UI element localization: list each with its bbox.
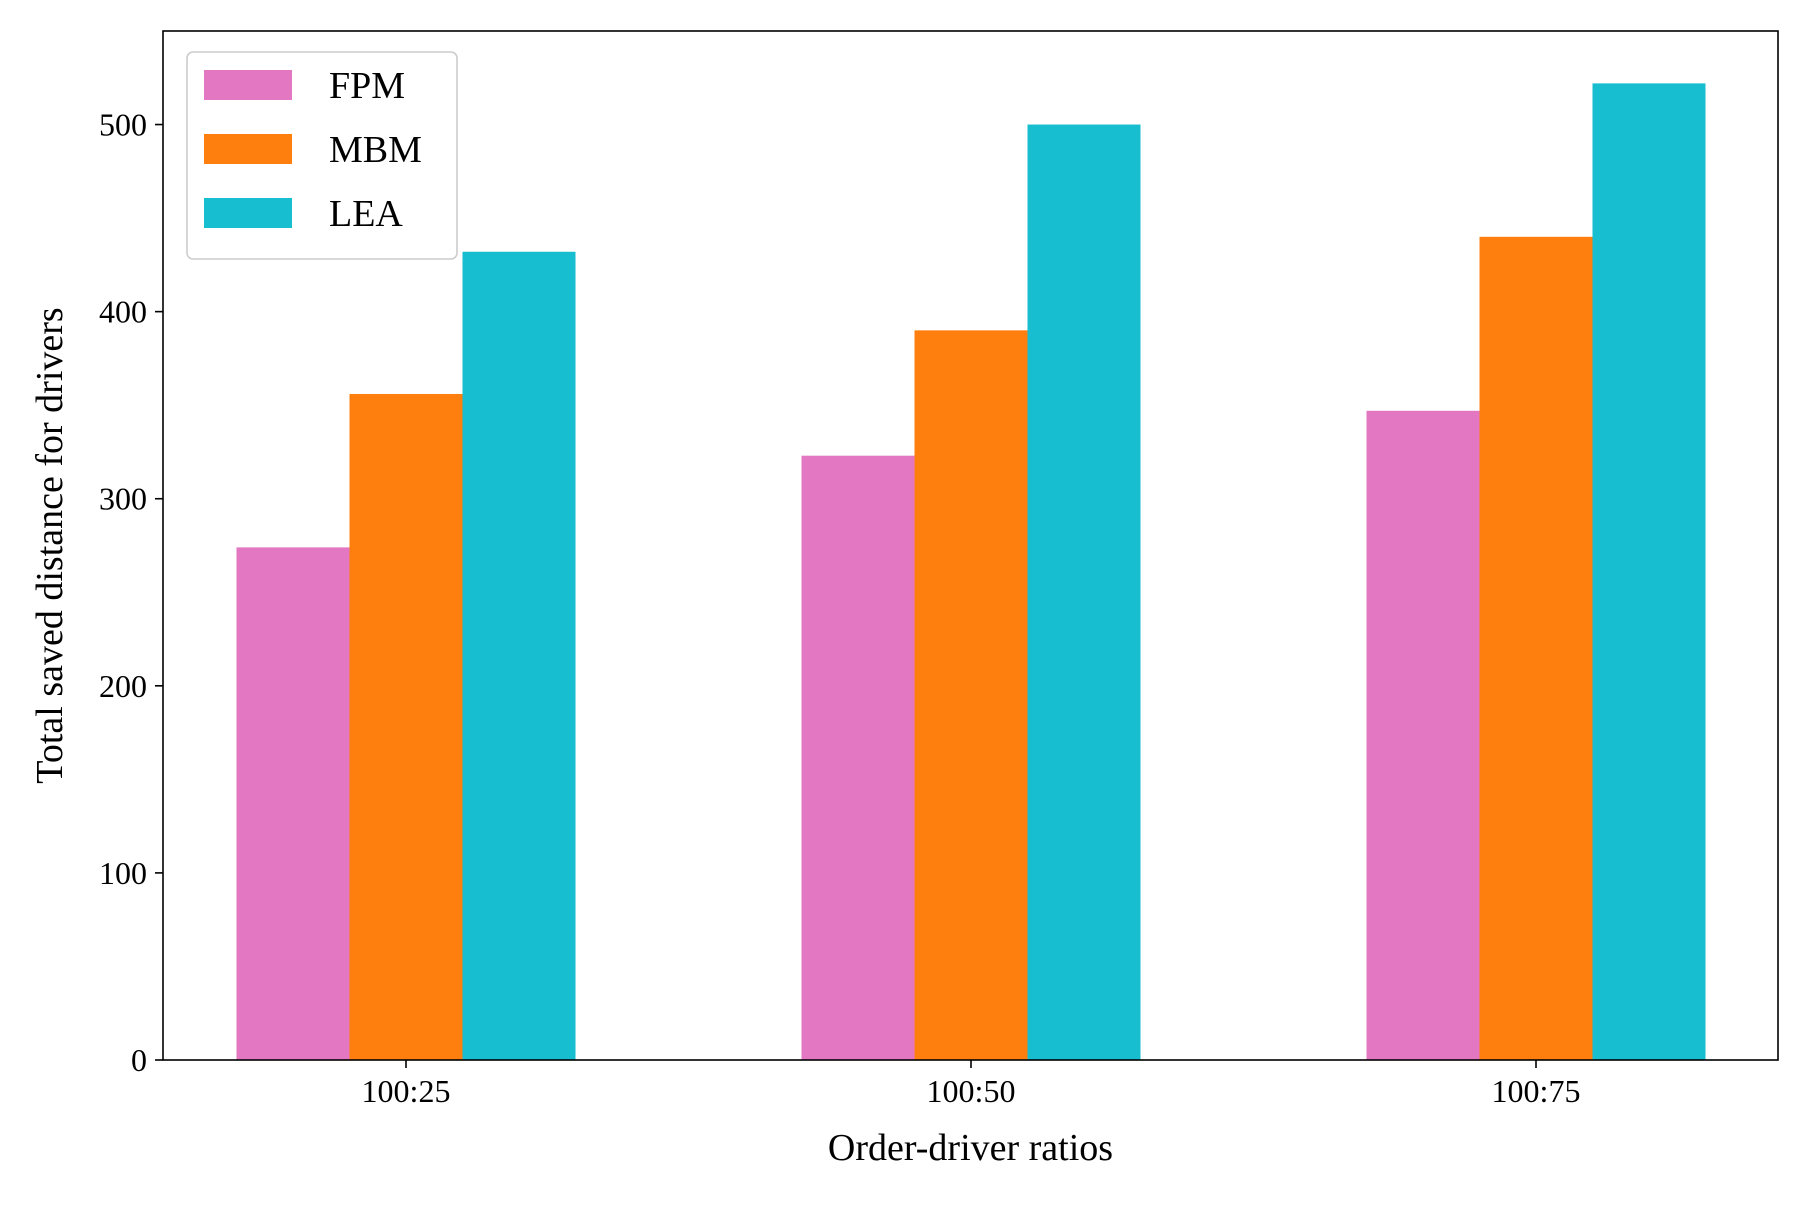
bar-mbm-100-75 [1479,236,1593,1061]
y-tick-label: 400 [99,294,147,330]
x-axis-title: Order-driver ratios [828,1127,1113,1169]
y-tick-label: 200 [99,668,147,704]
legend-label-mbm: MBM [329,129,422,171]
y-axis-title: Total saved distance for drivers [29,307,71,783]
legend: FPM MBM LEA [186,51,458,260]
axes-layer: 0 100 200 300 400 500 100:25 100:50 100:75 [99,30,1779,1109]
bar-lea-100-75 [1592,83,1706,1061]
legend-label-lea: LEA [329,193,403,235]
bars-layer [236,83,1706,1061]
y-tick-label: 300 [99,481,147,517]
y-tick-label: 0 [131,1042,147,1078]
legend-label-fpm: FPM [329,65,405,107]
y-tick-label: 500 [99,107,147,143]
bar-fpm-100-75 [1366,410,1480,1060]
legend-swatch-fpm [204,70,292,100]
bar-mbm-100-50 [914,330,1028,1060]
bar-fpm-100-25 [236,547,350,1060]
x-tick-label: 100:50 [927,1073,1016,1109]
bar-fpm-100-50 [801,455,915,1060]
x-tick-label: 100:75 [1492,1073,1581,1109]
y-tick-label: 100 [99,855,147,891]
legend-swatch-lea [204,198,292,228]
bar-lea-100-25 [462,251,576,1060]
bar-mbm-100-25 [349,393,463,1060]
bar-lea-100-50 [1027,124,1141,1060]
x-tick-label: 100:25 [362,1073,451,1109]
legend-swatch-mbm [204,134,292,164]
